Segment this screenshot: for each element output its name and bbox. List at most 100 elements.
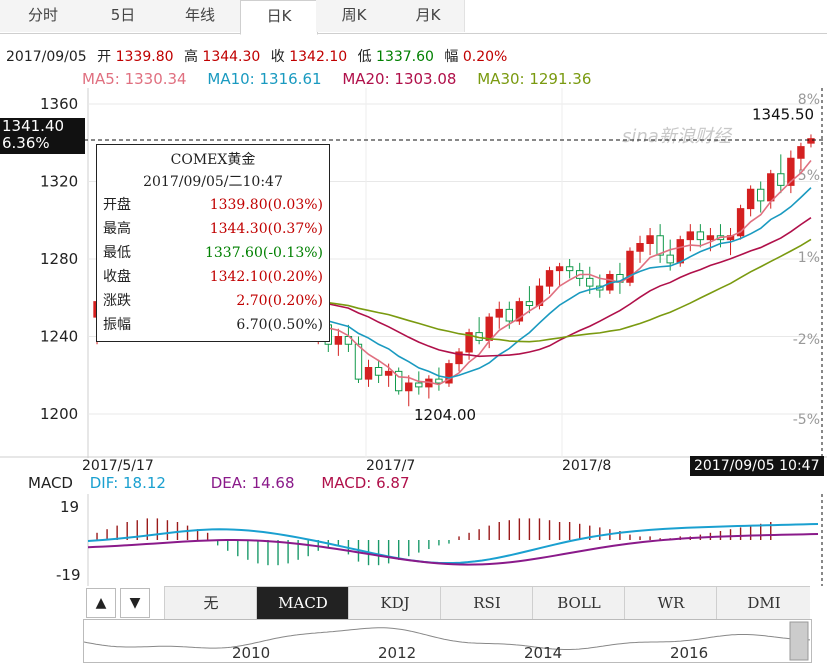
candle-body	[666, 254, 674, 264]
candle-body	[706, 235, 715, 241]
candle-body	[445, 363, 453, 384]
high-value: 1344.30	[202, 49, 261, 65]
candle-body	[696, 231, 705, 241]
macd-y-bottom: -19	[56, 566, 81, 584]
ma5-value: MA5: 1330.34	[82, 70, 187, 88]
tooltip-row: 最高 1344.30(0.37%)	[97, 217, 329, 241]
candle-body	[505, 308, 514, 322]
period-tabs: 分时 5日 年线 日K 周K 月K	[0, 0, 827, 35]
ma10-value: MA10: 1316.61	[207, 70, 322, 88]
timeline-range-handle[interactable]	[789, 621, 809, 661]
candle-body	[626, 250, 634, 283]
change-value: 0.20%	[462, 49, 508, 65]
candle-body	[515, 301, 524, 322]
candle-body	[364, 367, 373, 380]
scroll-up-button[interactable]: ▲	[86, 588, 116, 618]
tooltip-row: 收盘 1342.10(0.20%)	[97, 265, 329, 289]
dif-line	[87, 523, 819, 565]
high-label: 高	[183, 49, 198, 65]
low-label: 低	[357, 49, 372, 65]
timeline-year-label: 2014	[524, 644, 562, 662]
macd-chart[interactable]: 19 -19	[0, 494, 827, 586]
candle-body	[756, 188, 765, 202]
current-pct: 6.36%	[2, 134, 50, 152]
watermark: sina新浪财经	[622, 126, 733, 147]
open-label: 开	[97, 49, 112, 65]
tooltip-row-label: 最高	[103, 221, 131, 237]
tooltip-row-value: 6.70(0.50%)	[236, 317, 323, 333]
scroll-down-button[interactable]: ▼	[120, 588, 150, 618]
candle-body	[656, 235, 664, 256]
candle-body	[485, 316, 493, 341]
tooltip-row-value: 1344.30(0.37%)	[209, 221, 323, 237]
candle-body	[384, 370, 393, 376]
low-annotation: 1204.00	[414, 406, 476, 424]
candle-body	[465, 332, 473, 353]
indicator-button-kdj[interactable]: KDJ	[348, 587, 441, 619]
candle-body	[415, 382, 423, 388]
candle-body	[807, 138, 815, 144]
tooltip-row: 最低 1337.60(-0.13%)	[97, 241, 329, 265]
tooltip-title: COMEX黄金	[170, 152, 256, 168]
tooltip-row: 开盘 1339.80(0.03%)	[97, 193, 329, 217]
indicator-button-rsi[interactable]: RSI	[440, 587, 533, 619]
candle-body	[746, 188, 755, 210]
current-price-tag: 1341.40 6.36%	[0, 118, 85, 154]
tab-1[interactable]: 5日	[86, 0, 161, 32]
candle-body	[787, 157, 795, 186]
candle-body	[555, 266, 564, 272]
tab-3[interactable]: 日K	[240, 0, 318, 35]
y-tick-label: 1360	[40, 95, 78, 113]
timeline-year-label: 2016	[670, 644, 708, 662]
tab-4[interactable]: 周K	[316, 0, 393, 32]
date-label-2: 2017/7	[366, 458, 416, 474]
tooltip-row-label: 开盘	[103, 197, 131, 213]
tooltip-row-value: 1342.10(0.20%)	[209, 269, 323, 285]
candle-body	[797, 146, 805, 159]
tooltip-row-value: 1339.80(0.03%)	[209, 197, 323, 213]
candle-body	[354, 343, 363, 380]
tooltip-row: 涨跌 2.70(0.20%)	[97, 289, 329, 313]
indicator-button-macd[interactable]: MACD	[256, 587, 349, 619]
dea-value: DEA: 14.68	[210, 474, 295, 492]
indicator-button-无[interactable]: 无	[164, 587, 257, 619]
macd-title: MACD	[28, 474, 73, 492]
tooltip-row-value: 1337.60(-0.13%)	[204, 245, 323, 261]
tooltip-row-value: 2.70(0.20%)	[236, 293, 323, 309]
y-tick-label: 1320	[40, 173, 78, 191]
indicator-button-wr[interactable]: WR	[624, 587, 717, 619]
pct-tick-label: 5%	[798, 168, 820, 184]
candle-body	[767, 173, 775, 202]
candle-body	[676, 239, 684, 264]
high-annotation: 1345.50	[752, 106, 814, 124]
dif-value: DIF: 18.12	[89, 474, 166, 492]
candle-body	[334, 336, 343, 345]
tooltip-row-label: 振幅	[103, 317, 131, 333]
ma30-value: MA30: 1291.36	[477, 70, 592, 88]
y-tick-label: 1240	[40, 328, 78, 346]
candle-body	[405, 382, 413, 392]
timeline-year-label: 2010	[232, 644, 270, 662]
pct-tick-label: -2%	[793, 332, 820, 348]
timeline-navigator[interactable]: 2010 2012 2014 2016	[83, 619, 812, 663]
timeline-year-label: 2012	[378, 644, 416, 662]
timeline-price-line	[84, 627, 811, 650]
y-tick-label: 1200	[40, 405, 78, 423]
macd-header: MACD DIF: 18.12 DEA: 14.68 MACD: 6.87	[28, 474, 410, 492]
indicator-button-boll[interactable]: BOLL	[532, 587, 625, 619]
close-value: 1342.10	[289, 49, 348, 65]
tooltip-row: 振幅 6.70(0.50%)	[97, 313, 329, 337]
candle-body	[455, 351, 463, 365]
quote-row: 2017/09/05 开 1339.80 高 1344.30 收 1342.10…	[6, 46, 507, 66]
macd-value: MACD: 6.87	[321, 474, 410, 492]
candle-body	[646, 235, 654, 244]
indicator-bar: 无 MACD KDJ RSI BOLL WR DMI	[164, 586, 810, 620]
tooltip-datetime: 2017/09/05/二10:47	[143, 174, 283, 190]
pct-tick-label: 8%	[798, 92, 820, 108]
tab-5[interactable]: 月K	[392, 0, 465, 32]
tab-0[interactable]: 分时	[0, 0, 87, 32]
indicator-button-dmi[interactable]: DMI	[716, 587, 811, 619]
candle-body	[525, 301, 534, 306]
candle-body	[394, 370, 403, 392]
tab-2[interactable]: 年线	[160, 0, 241, 32]
